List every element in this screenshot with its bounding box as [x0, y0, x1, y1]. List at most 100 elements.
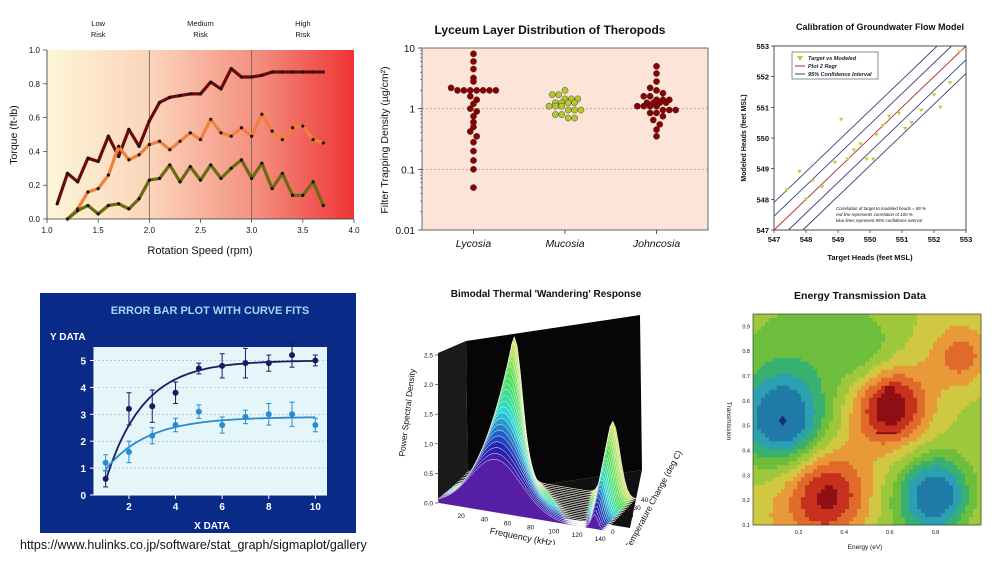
heatmap-cell: [849, 341, 854, 347]
heatmap-cell: [909, 377, 914, 382]
heatmap-cell: [889, 417, 894, 422]
heatmap-cell: [973, 461, 978, 466]
heatmap-cell: [829, 405, 834, 410]
heatmap-cell: [945, 497, 950, 502]
heatmap-cell: [857, 453, 862, 458]
heatmap-cell: [773, 349, 778, 355]
heatmap-cell: [761, 413, 766, 418]
heatmap-cell: [789, 489, 794, 494]
heatmap-cell: [789, 457, 794, 462]
heatmap-cell: [837, 429, 842, 434]
heatmap-cell: [805, 517, 810, 522]
heatmap-cell: [881, 473, 886, 478]
heatmap-cell: [777, 481, 782, 486]
heatmap-cell: [821, 501, 826, 506]
heatmap-cell: [909, 349, 914, 355]
y-tick-label: 0.0: [424, 501, 433, 508]
heatmap-cell: [829, 365, 834, 371]
heatmap-cell: [809, 385, 814, 390]
heatmap-cell: [781, 321, 786, 327]
heatmap-cell: [769, 465, 774, 470]
heatmap-cell: [969, 505, 974, 510]
heatmap-cell: [837, 405, 842, 410]
heatmap-cell: [889, 321, 894, 327]
data-point: [102, 459, 109, 466]
heatmap-cell: [929, 353, 934, 359]
heatmap-cell: [969, 321, 974, 327]
heatmap-cell: [897, 513, 902, 518]
heatmap-cell: [865, 314, 870, 319]
data-point: [291, 193, 295, 197]
heatmap-cell: [937, 361, 942, 367]
heatmap-cell: [965, 413, 970, 418]
heatmap-cell: [917, 449, 922, 454]
heatmap-cell: [949, 477, 954, 482]
heatmap-cell: [957, 397, 962, 402]
heatmap-cell: [957, 489, 962, 494]
heatmap-cell: [753, 345, 758, 351]
heatmap-cell: [929, 453, 934, 458]
heatmap-cell: [965, 397, 970, 402]
heatmap-cell: [789, 413, 794, 418]
heatmap-cell: [917, 333, 922, 339]
heatmap-cell: [809, 377, 814, 382]
heatmap-cell: [853, 337, 858, 343]
heatmap-cell: [781, 365, 786, 371]
heatmap-cell: [941, 353, 946, 359]
heatmap-cell: [921, 381, 926, 386]
heatmap-cell: [805, 437, 810, 442]
heatmap-cell: [765, 453, 770, 458]
heatmap-cell: [909, 521, 914, 526]
heatmap-cell: [817, 497, 822, 502]
heatmap-cell: [937, 349, 942, 355]
heatmap-cell: [941, 521, 946, 526]
heatmap-cell: [789, 341, 794, 347]
heatmap-cell: [809, 489, 814, 494]
heatmap-cell: [917, 397, 922, 402]
heatmap-cell: [893, 401, 898, 406]
heatmap-cell: [869, 489, 874, 494]
heatmap-cell: [933, 365, 938, 371]
heatmap-cell: [869, 453, 874, 458]
heatmap-cell: [945, 401, 950, 406]
heatmap-cell: [797, 485, 802, 490]
heatmap-cell: [765, 493, 770, 498]
data-point: [646, 84, 654, 92]
heatmap-cell: [897, 457, 902, 462]
heatmap-cell: [929, 361, 934, 367]
heatmap-cell: [765, 481, 770, 486]
y-tick-label: 2.5: [424, 353, 433, 360]
spectrum-slice: [437, 458, 607, 532]
heatmap-cell: [821, 381, 826, 386]
heatmap-cell: [957, 314, 962, 319]
data-point: [157, 176, 162, 181]
heatmap-cell: [809, 477, 814, 482]
heatmap-cell: [797, 513, 802, 518]
heatmap-cell: [793, 513, 798, 518]
heatmap-cell: [925, 481, 930, 486]
heatmap-cell: [769, 513, 774, 518]
data-point: [460, 87, 468, 94]
heatmap-cell: [849, 517, 854, 522]
heatmap-cell: [905, 437, 910, 442]
heatmap-cell: [777, 321, 782, 327]
heatmap-cell: [913, 413, 918, 418]
heatmap-cell: [909, 453, 914, 458]
heatmap-cell: [841, 421, 846, 426]
heatmap-cell: [821, 361, 826, 367]
heatmap-cell: [945, 429, 950, 434]
heatmap-cell: [833, 461, 838, 466]
heatmap-cell: [797, 497, 802, 502]
heatmap-cell: [937, 509, 942, 514]
heatmap-cell: [909, 517, 914, 522]
heatmap-cell: [813, 457, 818, 462]
heatmap-cell: [761, 357, 766, 363]
heatmap-cell: [849, 397, 854, 402]
heatmap-cell: [921, 497, 926, 502]
heatmap-cell: [817, 465, 822, 470]
heatmap-cell: [949, 381, 954, 386]
heatmap-cell: [813, 493, 818, 498]
heatmap-cell: [853, 377, 858, 382]
heatmap-cell: [925, 333, 930, 339]
